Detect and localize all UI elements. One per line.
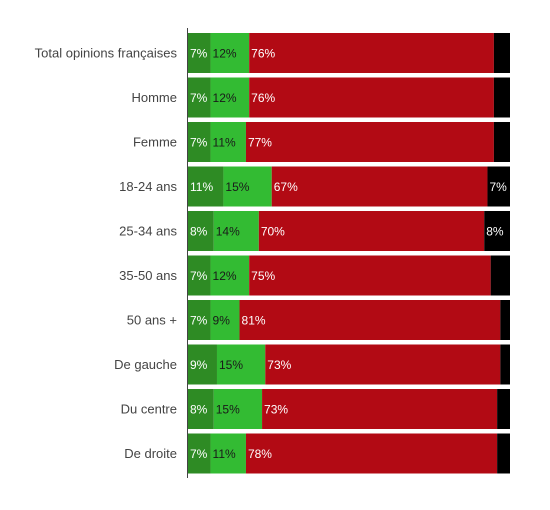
bar-segment [210, 255, 250, 296]
bar-segment [188, 33, 211, 73]
bar-segment [497, 389, 510, 429]
data-label: 7% [190, 314, 208, 328]
bar-segment [487, 166, 510, 207]
data-label: 77% [248, 136, 272, 150]
data-label: 12% [213, 91, 237, 105]
data-label: 9% [213, 314, 231, 328]
data-label: 70% [261, 225, 285, 239]
data-label: 11% [213, 447, 236, 461]
bar-segment [493, 33, 510, 73]
bar-segment [265, 344, 501, 385]
bar-segment [490, 255, 510, 296]
category-label: Femme [133, 135, 177, 150]
data-label: 7% [190, 91, 208, 105]
data-label: 11% [190, 180, 213, 194]
data-label: 78% [248, 447, 272, 461]
category-label: 50 ans + [127, 313, 177, 328]
bar-segment [188, 344, 217, 385]
category-label: Homme [131, 90, 177, 105]
data-label: 11% [213, 136, 236, 150]
bar-segment [213, 211, 259, 251]
bar-segment [245, 433, 498, 474]
bar-segment [223, 166, 272, 207]
bars-layer: 7% 12% 76% 7% 12% 76% 7% 11% 77% 11% 15% 67% 7% 8% 14%… [188, 33, 510, 474]
data-label: 7% [190, 269, 208, 283]
bar-segment [213, 389, 263, 429]
data-label: 76% [251, 91, 275, 105]
data-label: 75% [251, 269, 275, 283]
bar-segment [258, 211, 485, 251]
bar-segment [188, 255, 211, 296]
category-label: 25-34 ans [119, 224, 177, 239]
data-label: 9% [190, 358, 208, 372]
bar-segment [493, 122, 510, 162]
category-label: De gauche [114, 357, 177, 372]
category-label: 18-24 ans [119, 179, 177, 194]
bar-segment [188, 389, 214, 429]
data-label: 8% [486, 225, 504, 239]
bar-segment [188, 300, 211, 340]
bar-segment [249, 255, 491, 296]
data-label: 73% [267, 358, 291, 372]
bar-segment [239, 300, 501, 340]
data-label: 15% [225, 180, 249, 194]
data-label: 67% [274, 180, 298, 194]
bar-segment [497, 433, 510, 474]
bar-segment [493, 77, 510, 118]
bar-segment [249, 77, 494, 118]
data-label: 73% [264, 403, 288, 417]
bar-segment [500, 344, 510, 385]
bar-segment [188, 77, 211, 118]
bar-segment [210, 300, 240, 340]
data-label: 14% [216, 225, 240, 239]
bar-segment [210, 77, 250, 118]
bar-segment [484, 211, 510, 251]
bar-segment [188, 433, 211, 474]
bar-segment [188, 166, 224, 207]
data-label: 8% [190, 225, 208, 239]
data-label: 7% [190, 447, 208, 461]
data-label: 12% [213, 269, 237, 283]
data-label: 76% [251, 47, 275, 61]
data-label: 15% [216, 403, 240, 417]
category-label: De droite [124, 446, 177, 461]
category-label: Total opinions françaises [35, 46, 178, 61]
bar-segment [249, 33, 494, 73]
bar-segment [500, 300, 510, 340]
data-label: 7% [190, 47, 208, 61]
bar-segment [188, 211, 214, 251]
data-label: 7% [489, 180, 507, 194]
bar-segment [210, 122, 246, 162]
bar-segment [216, 344, 266, 385]
bar-segment [245, 122, 494, 162]
bar-segment [262, 389, 498, 429]
bar-segment [210, 33, 250, 73]
data-label: 81% [242, 314, 266, 328]
data-label: 8% [190, 403, 208, 417]
category-label: Du centre [121, 402, 177, 417]
data-label: 7% [190, 136, 208, 150]
category-label: 35-50 ans [119, 268, 177, 283]
bar-segment [271, 166, 488, 207]
bar-segment [188, 122, 211, 162]
data-label: 15% [219, 358, 243, 372]
bar-segment [210, 433, 246, 474]
data-label: 12% [213, 47, 237, 61]
